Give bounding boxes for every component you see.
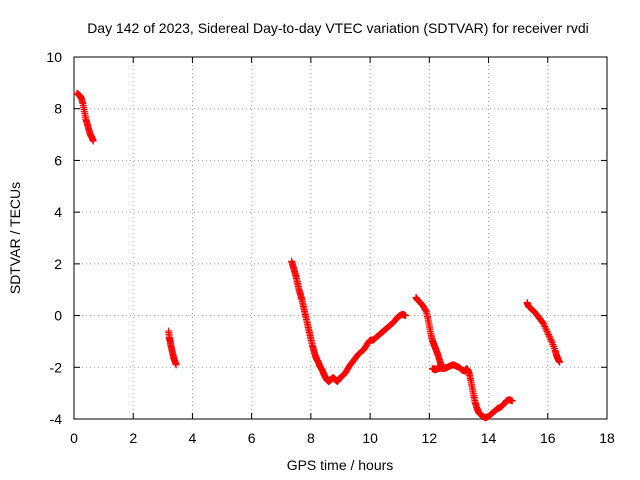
x-tick-labels: 0 2 4 6 8 10 12 14 16 18 [70, 430, 615, 446]
y-axis-label: SDTVAR / TECUs [7, 182, 23, 294]
x-tick-label: 6 [248, 430, 256, 446]
data-point [544, 329, 552, 337]
y-tick-label: -2 [50, 359, 63, 375]
y-tick-label: 8 [54, 101, 62, 117]
x-tick-label: 12 [422, 430, 438, 446]
x-tick-label: 18 [599, 430, 615, 446]
data-point [543, 327, 551, 335]
grid [74, 57, 607, 419]
data-point [540, 321, 548, 329]
data-point [556, 358, 564, 366]
data-point [547, 337, 555, 345]
y-tick-label: 4 [54, 204, 62, 220]
plot-frame [73, 56, 608, 420]
y-tick-label: -4 [50, 411, 63, 427]
data-point [89, 137, 97, 145]
x-tick-label: 2 [129, 430, 137, 446]
data-point [172, 361, 180, 369]
x-tick-label: 10 [362, 430, 378, 446]
x-tick-label: 8 [307, 430, 315, 446]
y-tick-label: 0 [54, 308, 62, 324]
data-point [539, 319, 547, 327]
y-tick-label: 2 [54, 256, 62, 272]
y-tick-label: 10 [46, 49, 62, 65]
x-tick-label: 14 [481, 430, 497, 446]
chart-title: Day 142 of 2023, Sidereal Day-to-day VTE… [87, 20, 589, 36]
data-point [542, 324, 550, 332]
data-points [73, 89, 564, 422]
data-point [541, 323, 549, 331]
x-tick-label: 16 [540, 430, 556, 446]
data-point [508, 397, 516, 405]
y-tick-label: 6 [54, 152, 62, 168]
data-point [402, 312, 410, 320]
x-tick-label: 0 [70, 430, 78, 446]
data-point [546, 334, 554, 342]
x-tick-label: 4 [189, 430, 197, 446]
data-point [545, 332, 553, 340]
data-point [545, 331, 553, 339]
x-axis-label: GPS time / hours [287, 457, 394, 473]
data-point [547, 335, 555, 343]
data-point [542, 326, 550, 334]
y-tick-labels: -4 -2 0 2 4 6 8 10 [46, 49, 62, 427]
axis-ticks [73, 56, 608, 420]
